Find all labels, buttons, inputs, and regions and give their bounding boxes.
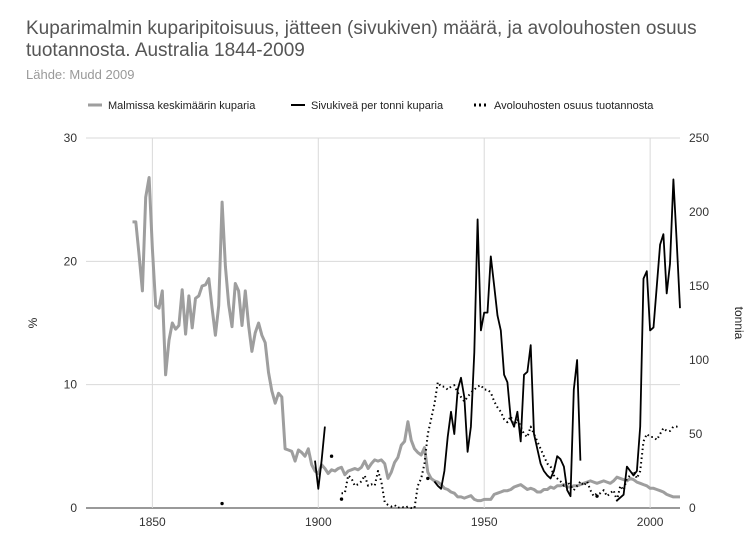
series-line — [433, 218, 582, 498]
series-point — [329, 454, 334, 458]
y-right-tick-label: 50 — [689, 427, 703, 441]
series-line — [314, 426, 326, 490]
series-1 — [132, 176, 680, 503]
x-tick-label: 1900 — [305, 515, 332, 529]
y-right-tick-label: 250 — [689, 131, 709, 145]
legend-label: Avolouhosten osuus tuotannosta — [494, 100, 654, 112]
y-left-tick-label: 30 — [64, 131, 78, 145]
series-point — [595, 494, 599, 498]
series-2 — [220, 178, 681, 506]
y-axis-right-label: tonnia — [732, 307, 746, 340]
x-tick-label: 1850 — [139, 515, 166, 529]
chart-source: Lähde: Mudd 2009 — [26, 67, 135, 82]
y-axis-left-label: % — [26, 317, 40, 328]
legend-label: Malmissa keskimäärin kuparia — [108, 100, 256, 112]
y-right-tick-label: 150 — [689, 279, 709, 293]
series-layer — [132, 176, 681, 509]
series-line — [616, 178, 681, 502]
chart-title: Kuparimalmin kuparipitoisuus, jätteen (s… — [26, 18, 697, 61]
legend: Malmissa keskimäärin kuparia Sivukiveä pe… — [88, 100, 654, 112]
x-tick-label: 2000 — [637, 515, 664, 529]
series-point — [220, 501, 224, 506]
y-right-tick-label: 0 — [689, 501, 696, 515]
y-left-tick-label: 10 — [64, 378, 78, 392]
legend-label: Sivukiveä per tonni kuparia — [311, 100, 444, 112]
series-point — [426, 476, 430, 481]
y-left-tick-label: 0 — [70, 501, 77, 515]
tick-labels: 0 10 20 30 0 50 100 150 200 250 1850 1900 1950 2000 — [64, 131, 710, 529]
y-left-tick-label: 20 — [64, 254, 78, 268]
series-line — [132, 176, 680, 503]
y-right-tick-label: 200 — [689, 205, 709, 219]
grid-lines — [86, 137, 680, 509]
series-point — [339, 497, 344, 501]
y-right-tick-label: 100 — [689, 353, 709, 367]
x-tick-label: 1950 — [471, 515, 498, 529]
